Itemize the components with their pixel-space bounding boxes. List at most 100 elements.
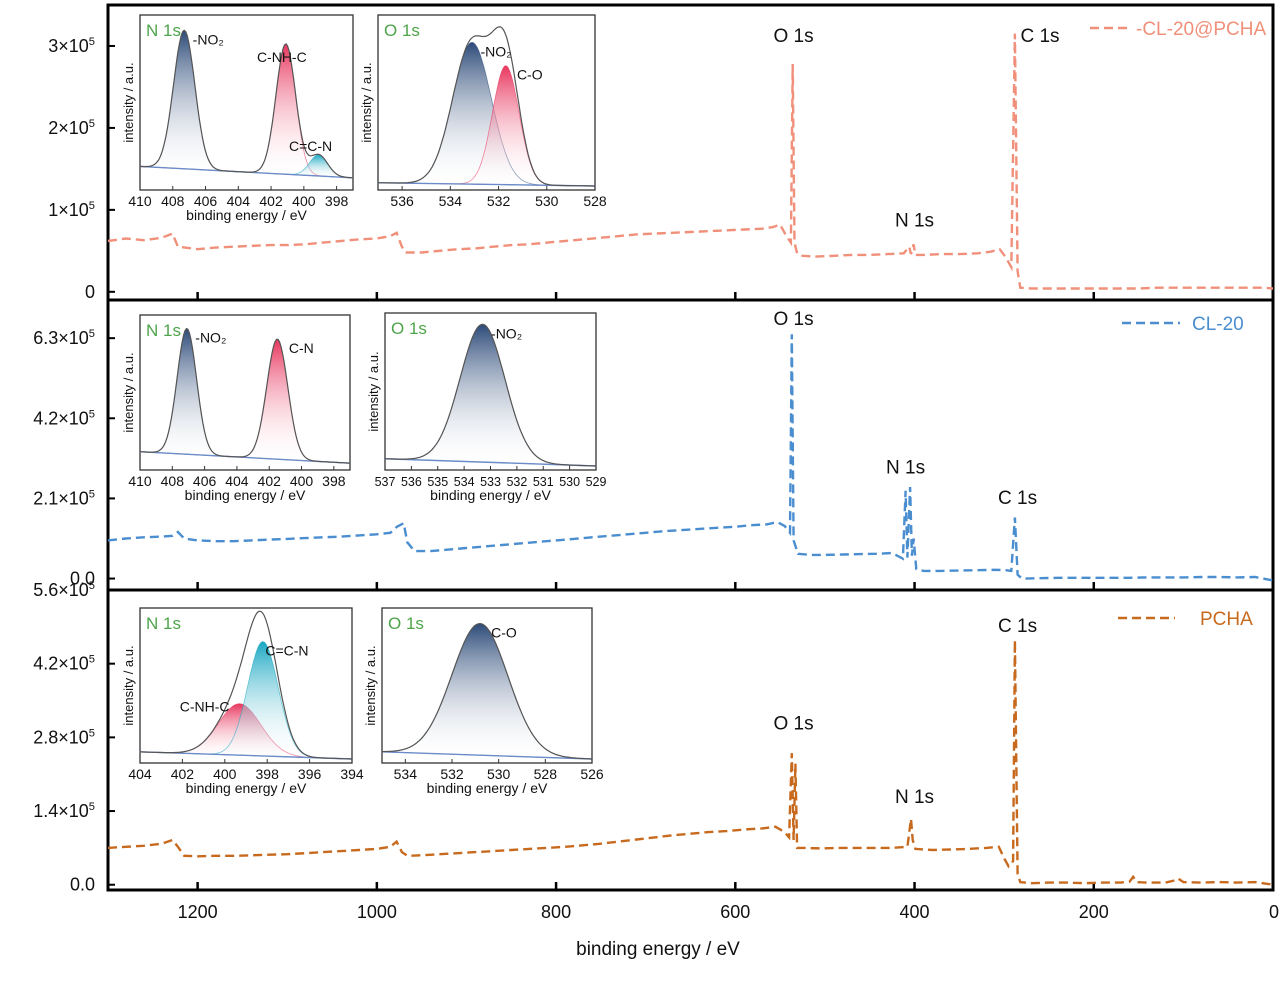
inset-element-label: N 1s [146,321,181,340]
peak-label: C 1s [1020,26,1059,47]
inset-x-tick-label: 537 [375,475,396,489]
inset-x-tick-label: 410 [128,193,152,209]
inset-x-tick-label: 406 [193,473,217,489]
inset-x-tick-label: 404 [128,766,152,782]
inset-y-axis-title: intensity / a.u. [359,62,374,142]
inset-element-label: O 1s [388,614,424,633]
peak-label: O 1s [773,309,813,330]
inset-x-tick-label: 536 [401,475,422,489]
spectrum-line-bottom [107,639,1274,886]
inset-x-tick-label: 529 [586,475,607,489]
inset-x-tick-label: 394 [340,766,364,782]
x-tick-label: 800 [541,902,571,922]
inset-x-tick-label: 530 [487,766,511,782]
inset-b: O 1s -NO₂ C-O 536 534 532 530 528 intensity / a.… [359,14,607,209]
inset-f: O 1s C-O 534 532 530 528 526 binding energy / e… [363,607,604,796]
inset-x-tick-label: 533 [480,475,501,489]
x-tick-label: 200 [1079,902,1109,922]
panel-top: 0 1×105 2×105 3×105 O 1s N 1s C 1s -CL-20@PCHA N… [48,3,1275,302]
inset-x-tick-label: 400 [213,766,237,782]
inset-x-tick-label: 398 [256,766,280,782]
peak-label: C 1s [998,616,1037,637]
y-tick-label: 1×105 [48,200,95,220]
inset-x-tick-label: 402 [171,766,195,782]
inset-y-axis-title: intensity / a.u. [121,62,136,142]
y-tick-label: 4.2×105 [33,654,95,674]
y-tick-label: 1.4×105 [33,801,95,821]
x-axis-title: binding energy / eV [576,939,740,960]
inset-envelope [384,323,597,467]
component-label: C-O [517,67,543,83]
inset-c: N 1s -NO₂ C-N 410 408 406 404 402 400 398 binding … [121,314,351,503]
inset-a: N 1s -NO₂ C-NH-C C=C-N 410 408 406 404 402 400 398… [121,14,354,223]
y-tick-label: 0.0 [70,875,95,895]
component-label: -NO₂ [195,329,226,345]
inset-envelope [139,327,350,464]
x-axis-ticks: 1200 1000 800 600 400 200 0 [178,902,1279,922]
x-tick-label: 1200 [178,902,218,922]
x-tick-label: 1000 [357,902,397,922]
inset-envelope [139,610,353,760]
inset-x-tick-label: 408 [161,473,185,489]
y-tick-label: 2.1×105 [33,488,95,508]
y-tick-label: 2×105 [48,118,95,138]
y-tick-label: 2.8×105 [33,727,95,747]
inset-x-tick-label: 535 [427,475,448,489]
inset-x-tick-label: 398 [325,193,349,209]
inset-e: N 1s C-NH-C C=C-N 404 402 400 398 396 394 binding… [121,607,364,796]
inset-baseline [381,751,593,760]
spectrum-line-middle [107,334,1274,582]
inset-element-label: N 1s [146,614,181,633]
legend-label: -CL-20@PCHA [1136,19,1266,40]
x-tick-label: 600 [720,902,750,922]
inset-x-tick-label: 526 [580,766,604,782]
peak-label: N 1s [895,210,934,231]
component-label: C-N [289,340,314,356]
inset-x-tick-label: 410 [128,473,152,489]
inset-x-axis-title: binding energy / eV [186,207,307,223]
legend-label: CL-20 [1192,314,1244,335]
inset-x-tick-label: 534 [439,193,463,209]
inset-x-tick-label: 528 [583,193,607,209]
legend-label: PCHA [1200,609,1253,630]
inset-x-axis-title: binding energy / eV [427,780,548,796]
panel-bottom: 0.0 1.4×105 2.8×105 4.2×105 5.6×105 O 1s N 1s C… [33,580,1275,895]
peak-label: O 1s [773,713,813,734]
x-tick-label: 0 [1269,902,1279,922]
peak-label: N 1s [886,458,925,479]
component-label: -NO₂ [491,325,522,341]
y-tick-label: 3×105 [48,36,95,56]
spectrum-line-top [107,33,1274,290]
panel-middle: 0.0 2.1×105 4.2×105 6.3×105 O 1s N 1s C 1s CL-2… [33,298,1275,592]
inset-x-tick-label: 402 [259,193,283,209]
y-tick-label: 0.0 [70,569,95,589]
inset-x-tick-label: 404 [227,193,251,209]
inset-x-tick-label: 528 [534,766,558,782]
peak-label: C 1s [998,488,1037,509]
y-tick-label: 4.2×105 [33,408,95,428]
inset-x-tick-label: 530 [535,193,559,209]
inset-x-axis-title: binding energy / eV [185,487,306,503]
inset-x-tick-label: 530 [559,475,580,489]
y-tick-label: 0 [85,282,95,302]
inset-x-tick-label: 400 [292,193,316,209]
inset-x-tick-label: 408 [161,193,185,209]
component-label: C-NH-C [180,699,230,715]
inset-element-label: N 1s [146,21,181,40]
inset-envelope [382,622,593,760]
inset-element-label: O 1s [391,319,427,338]
component-label: C=C-N [265,643,308,659]
inset-y-axis-title: intensity / a.u. [121,645,136,725]
component-label: C=C-N [289,138,332,154]
inset-x-tick-label: 396 [298,766,322,782]
inset-x-tick-label: 531 [533,475,554,489]
inset-x-tick-label: 398 [322,473,346,489]
inset-envelope [139,29,354,179]
inset-x-tick-label: 532 [487,193,511,209]
component-label: -NO₂ [193,31,224,47]
component-label: C-O [491,625,517,641]
inset-x-tick-label: 534 [454,475,475,489]
peak-label: N 1s [895,787,934,808]
inset-y-axis-title: intensity / a.u. [121,352,136,432]
